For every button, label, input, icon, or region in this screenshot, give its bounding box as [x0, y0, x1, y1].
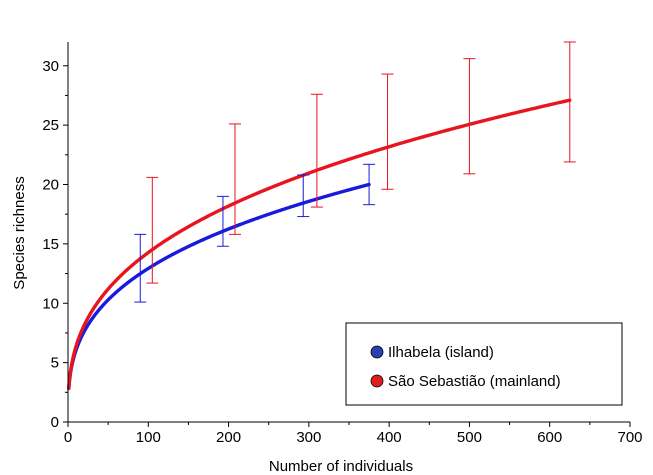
x-tick-label: 600 — [537, 429, 562, 446]
legend-marker-ilhabela — [370, 345, 384, 359]
legend-label-ilhabela: Ilhabela (island) — [388, 344, 494, 361]
y-tick-label: 10 — [42, 295, 59, 312]
error-bar — [134, 233, 147, 303]
x-tick-label: 700 — [617, 429, 642, 446]
y-tick-label: 5 — [51, 355, 59, 372]
x-tick-label: 500 — [457, 429, 482, 446]
y-tick-label: 30 — [42, 58, 59, 75]
x-tick-label: 200 — [216, 429, 241, 446]
error-bar — [463, 58, 476, 175]
error-bar — [310, 93, 323, 208]
x-axis-title: Number of individuals — [269, 458, 413, 475]
series-curve-0 — [67, 182, 371, 391]
y-ticks: 0 5 10 15 20 25 30 — [42, 58, 68, 431]
legend-label-sao-sebastiao: São Sebastião (mainland) — [388, 373, 561, 390]
error-bar — [297, 174, 310, 218]
error-bars-layer — [134, 41, 576, 303]
curves-layer — [67, 98, 572, 391]
error-bar — [381, 73, 394, 190]
error-bar — [563, 41, 576, 163]
x-tick-label: 0 — [64, 429, 72, 446]
legend: Ilhabela (island) São Sebastião (mainlan… — [345, 322, 623, 406]
error-bar — [228, 123, 241, 235]
axes: 0 100 200 300 400 500 600 700 0 5 10 15 20 25 30 — [42, 42, 643, 446]
error-bar — [216, 195, 229, 247]
x-ticks: 0 100 200 300 400 500 600 700 — [64, 422, 643, 446]
y-tick-label: 15 — [42, 236, 59, 253]
series-curve-1 — [67, 98, 572, 390]
x-tick-label: 100 — [136, 429, 161, 446]
y-axis-title: Species richness — [11, 176, 28, 289]
x-tick-label: 300 — [296, 429, 321, 446]
plot-area — [67, 41, 576, 391]
error-bar — [146, 176, 159, 284]
y-tick-label: 0 — [51, 414, 59, 431]
x-tick-label: 400 — [377, 429, 402, 446]
legend-marker-sao-sebastiao — [370, 374, 384, 388]
y-tick-label: 20 — [42, 177, 59, 194]
legend-box — [345, 322, 623, 406]
error-bar — [363, 163, 376, 206]
y-tick-label: 25 — [42, 117, 59, 134]
